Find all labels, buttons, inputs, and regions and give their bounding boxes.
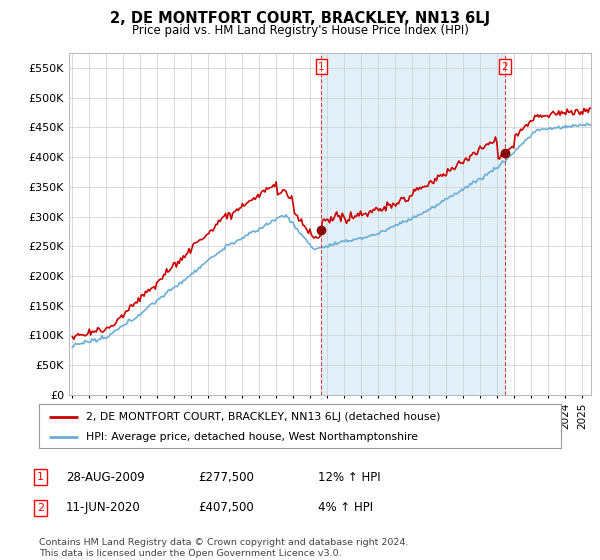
Text: 1: 1 [37,472,44,482]
Text: Price paid vs. HM Land Registry's House Price Index (HPI): Price paid vs. HM Land Registry's House … [131,24,469,37]
Text: 4% ↑ HPI: 4% ↑ HPI [318,501,373,515]
Text: 1: 1 [318,62,325,72]
Bar [322,53,505,395]
Text: 2, DE MONTFORT COURT, BRACKLEY, NN13 6LJ: 2, DE MONTFORT COURT, BRACKLEY, NN13 6LJ [110,11,490,26]
Text: 28-AUG-2009: 28-AUG-2009 [66,470,145,484]
Text: £277,500: £277,500 [198,470,254,484]
Text: HPI: Average price, detached house, West Northamptonshire: HPI: Average price, detached house, West… [86,432,418,442]
Text: £407,500: £407,500 [198,501,254,515]
Text: 2, DE MONTFORT COURT, BRACKLEY, NN13 6LJ (detached house): 2, DE MONTFORT COURT, BRACKLEY, NN13 6LJ… [86,412,440,422]
Text: Contains HM Land Registry data © Crown copyright and database right 2024.
This d: Contains HM Land Registry data © Crown c… [39,538,409,558]
Text: 12% ↑ HPI: 12% ↑ HPI [318,470,380,484]
Text: 2: 2 [502,62,508,72]
Text: 2: 2 [37,503,44,513]
Text: 11-JUN-2020: 11-JUN-2020 [66,501,141,515]
